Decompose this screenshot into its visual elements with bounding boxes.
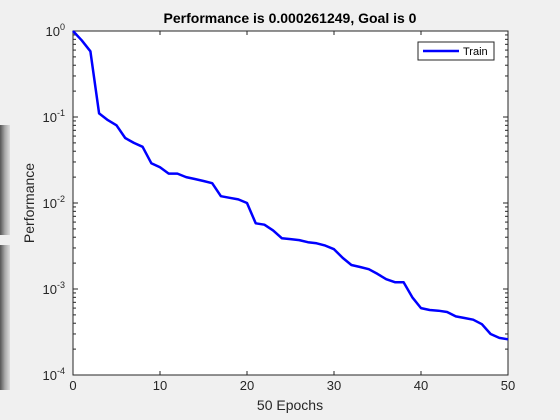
legend-label: Train <box>463 46 488 58</box>
left-edge-artifact <box>0 125 10 235</box>
y-tick-label: 10-2 <box>43 194 65 211</box>
x-tick-label: 30 <box>327 378 341 393</box>
left-edge-artifact <box>0 245 10 390</box>
x-tick-label: 20 <box>240 378 254 393</box>
y-tick-label: 100 <box>46 22 65 39</box>
series-line-train <box>72 30 509 341</box>
plot-area <box>72 30 509 376</box>
y-axis-label: Performance <box>21 163 37 243</box>
y-tick-label: 10-1 <box>43 108 65 125</box>
x-tick-label: 0 <box>69 378 76 393</box>
y-tick-labels: 10-4 10-3 10-2 10-1 100 <box>43 22 65 383</box>
x-tick-labels: 0 10 20 30 40 50 <box>69 378 515 393</box>
y-tick-label: 10-3 <box>43 280 65 297</box>
chart-title: Performance is 0.000261249, Goal is 0 <box>164 10 417 26</box>
series-layer <box>72 30 509 341</box>
x-tick-label: 10 <box>153 378 167 393</box>
x-tick-label: 40 <box>414 378 428 393</box>
x-tick-label: 50 <box>501 378 515 393</box>
y-tick-label: 10-4 <box>43 366 65 383</box>
legend: Train <box>417 41 495 61</box>
x-axis-label: 50 Epochs <box>257 397 323 413</box>
